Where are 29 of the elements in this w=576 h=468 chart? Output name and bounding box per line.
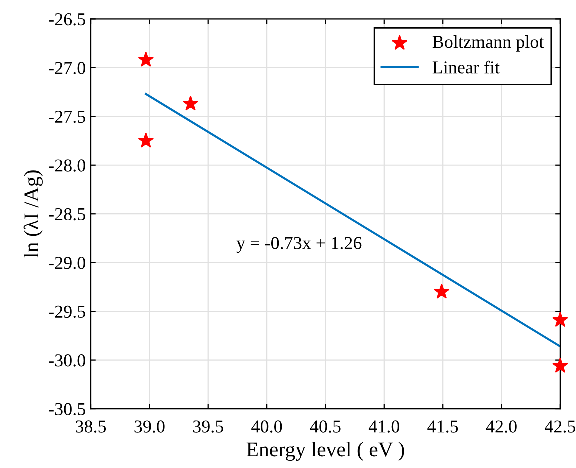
point xyxy=(138,52,154,67)
y-tick-label: -27.5 xyxy=(49,110,86,124)
y-tick-label: -28.5 xyxy=(49,208,86,221)
y-tick-label: -26.5 xyxy=(49,13,86,26)
x-tick-label: 40.0 xyxy=(252,420,282,433)
y-axis-title: ln (λI /Ag) xyxy=(24,170,43,258)
y-tick-label: -27.0 xyxy=(49,62,86,74)
x-tick-label: 41.5 xyxy=(428,420,458,433)
x-tick-label: 38.5 xyxy=(76,420,106,433)
y-tick-label: -29.5 xyxy=(49,306,86,318)
x-tick-label: 39.5 xyxy=(193,420,224,433)
legend-label: Boltzmann plot xyxy=(432,36,544,52)
x-tick-label: 42.0 xyxy=(486,420,517,433)
x-tick-label: 42.5 xyxy=(545,420,576,433)
y-tick-label: -30.5 xyxy=(49,403,86,416)
point xyxy=(138,133,154,148)
legend-label: Linear fit xyxy=(432,60,500,74)
point xyxy=(552,312,568,327)
y-tick-label: -29.0 xyxy=(49,257,86,270)
point xyxy=(552,358,568,373)
point xyxy=(434,284,450,299)
y-tick-label: -30.0 xyxy=(49,354,86,367)
x-tick-label: 39.0 xyxy=(134,420,165,433)
y-tick-label: -28.0 xyxy=(49,160,86,172)
x-tick-label: 41.0 xyxy=(368,420,400,433)
annotation: y = -0.73x + 1.26 xyxy=(236,237,362,254)
x-axis-title: Energy level ( eV ) xyxy=(246,442,404,462)
x-tick-label: 40.5 xyxy=(310,420,341,433)
point xyxy=(183,96,198,111)
